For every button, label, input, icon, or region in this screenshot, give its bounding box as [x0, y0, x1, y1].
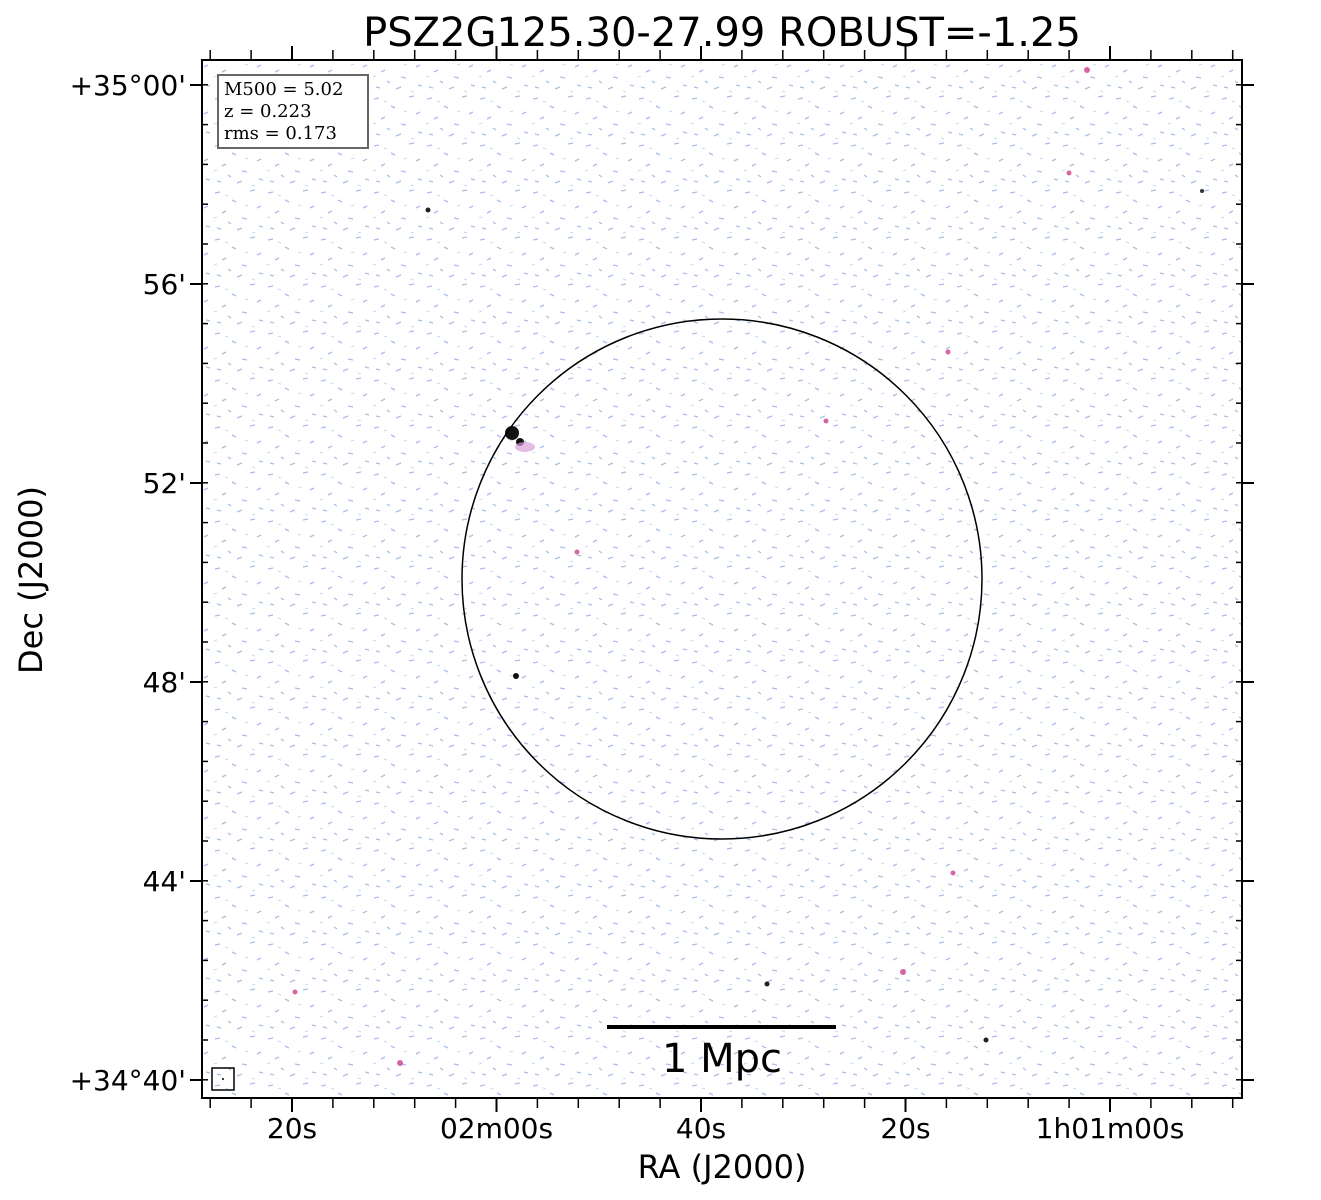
y-tick-label: 52': [143, 467, 186, 500]
beam: [222, 1078, 224, 1080]
x-tick-label: 1h01m00s: [1036, 1112, 1185, 1145]
scale-bar-label: 1 Mpc: [662, 1036, 782, 1082]
info-line: z = 0.223: [224, 101, 312, 122]
x-axis-label: RA (J2000): [638, 1148, 807, 1186]
image-background: [202, 60, 1242, 1098]
info-box: [217, 74, 369, 149]
y-tick-label: 56': [143, 268, 186, 301]
x-tick-label: 20s: [880, 1112, 930, 1145]
y-tick-label: 48': [143, 666, 186, 699]
x-tick-label: 20s: [267, 1112, 317, 1145]
x-tick-label: 40s: [676, 1112, 726, 1145]
y-axis-label: Dec (J2000): [12, 486, 50, 674]
x-tick-label: 02m00s: [440, 1112, 553, 1145]
plot-frame: [201, 59, 1243, 1099]
info-line: M500 = 5.02: [224, 79, 343, 100]
ticks: [190, 46, 1254, 1112]
sources: [292, 67, 1204, 1066]
y-tick-label: 44': [143, 865, 186, 898]
y-tick-label: +35°00': [70, 69, 186, 102]
title: PSZ2G125.30-27.99 ROBUST=-1.25: [363, 10, 1081, 56]
info-line: rms = 0.173: [224, 123, 337, 144]
r500-circle: [461, 318, 983, 840]
y-tick-label: +34°40': [70, 1064, 186, 1097]
beam-box: [211, 1067, 235, 1091]
